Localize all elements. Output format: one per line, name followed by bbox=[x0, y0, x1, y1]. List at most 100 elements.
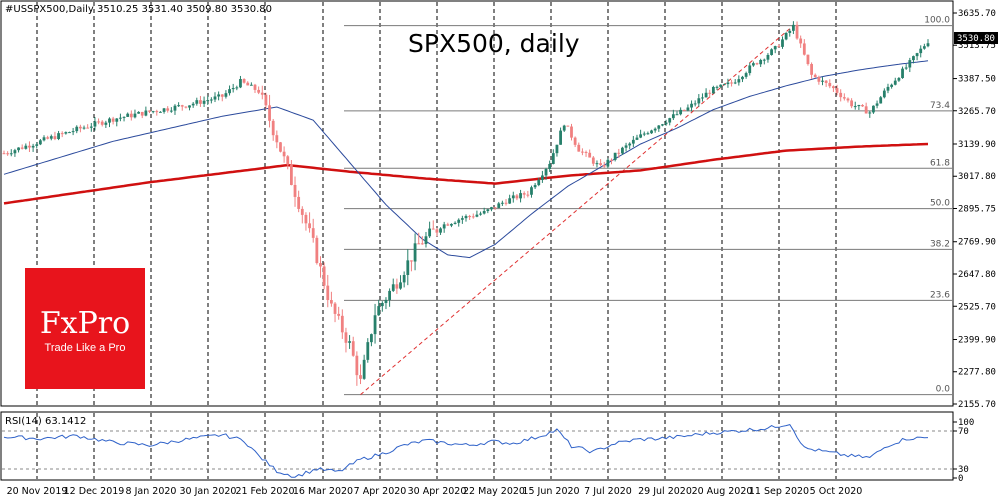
candle-body bbox=[730, 82, 733, 84]
candle-body bbox=[777, 46, 781, 48]
candle-body bbox=[497, 203, 501, 208]
candle-body bbox=[304, 214, 308, 224]
y-tick-label: 3265.70 bbox=[958, 107, 996, 117]
candle-body bbox=[901, 68, 904, 79]
rsi-polyline bbox=[3, 424, 929, 478]
candle-body bbox=[308, 223, 311, 229]
candle-body bbox=[882, 90, 886, 98]
candle-body bbox=[111, 118, 115, 122]
ma200-polyline bbox=[3, 142, 929, 205]
x-tick-label: 12 Dec 2019 bbox=[64, 486, 125, 497]
candle-body bbox=[817, 77, 821, 82]
candle-body bbox=[217, 94, 221, 97]
candle-body bbox=[246, 82, 250, 86]
x-tick-label: 22 May 2020 bbox=[463, 486, 525, 497]
x-tick-label: 16 Mar 2020 bbox=[293, 486, 353, 497]
candle-body bbox=[31, 145, 35, 148]
candle-body bbox=[169, 110, 173, 112]
candle-body bbox=[399, 282, 402, 289]
candle-body bbox=[188, 105, 191, 108]
candle-body bbox=[366, 342, 370, 360]
candle-body bbox=[530, 187, 533, 195]
candle-body bbox=[231, 88, 235, 90]
candle-body bbox=[686, 107, 690, 111]
candle-body bbox=[330, 300, 333, 304]
candle-body bbox=[719, 84, 723, 87]
fib-level-label: 73.4 bbox=[930, 101, 950, 111]
candle-body bbox=[690, 103, 693, 108]
candle-body bbox=[24, 145, 28, 149]
candle-body bbox=[388, 290, 392, 300]
candle-body bbox=[64, 132, 68, 134]
rsi-label: RSI(14) 63.1412 bbox=[5, 416, 86, 427]
candle-body bbox=[279, 142, 282, 152]
candle-body bbox=[551, 153, 555, 164]
candle-body bbox=[653, 128, 657, 131]
candle-body bbox=[490, 207, 493, 210]
chart-title: SPX500, daily bbox=[408, 29, 580, 58]
candle-body bbox=[584, 151, 588, 153]
candle-body bbox=[340, 315, 344, 333]
y-tick-label: 2277.80 bbox=[958, 368, 996, 378]
candle-body bbox=[60, 133, 64, 135]
candle-body bbox=[235, 87, 239, 89]
candle-body bbox=[348, 341, 351, 343]
candle-body bbox=[75, 126, 79, 132]
candle-body bbox=[795, 24, 799, 39]
candle-body bbox=[486, 209, 490, 212]
candle-body bbox=[577, 144, 581, 152]
candle-body bbox=[115, 118, 119, 122]
candle-body bbox=[417, 243, 421, 245]
candle-body bbox=[875, 103, 879, 106]
candle-body bbox=[566, 125, 570, 127]
candle-body bbox=[926, 43, 930, 47]
candle-body bbox=[657, 125, 661, 129]
candle-body bbox=[173, 105, 177, 111]
candle-body bbox=[384, 299, 388, 304]
candle-body bbox=[781, 39, 784, 47]
candle-body bbox=[515, 195, 519, 199]
candle-body bbox=[733, 82, 737, 84]
candle-body bbox=[82, 127, 86, 129]
candle-body bbox=[275, 135, 279, 143]
candle-body bbox=[249, 84, 253, 86]
candle-body bbox=[457, 219, 461, 223]
x-tick-label: 29 Jul 2020 bbox=[638, 486, 692, 497]
fib-level-label: 0.0 bbox=[936, 385, 951, 395]
candle-body bbox=[286, 156, 290, 165]
candle-body bbox=[359, 375, 362, 379]
x-tick-label: 15 Jun 2020 bbox=[522, 486, 579, 497]
candle-body bbox=[821, 80, 824, 82]
candle-body bbox=[184, 106, 188, 108]
candle-body bbox=[613, 152, 617, 160]
candle-body bbox=[475, 214, 479, 217]
candle-body bbox=[893, 80, 897, 85]
candle-body bbox=[635, 137, 639, 140]
fibonacci-trend-line bbox=[360, 25, 794, 396]
candle-body bbox=[835, 88, 839, 93]
candle-body bbox=[435, 229, 439, 233]
candle-body bbox=[57, 133, 60, 140]
candle-body bbox=[155, 111, 159, 113]
candle-body bbox=[868, 112, 872, 114]
candle-body bbox=[824, 80, 828, 83]
logo-box bbox=[25, 268, 145, 389]
candle-body bbox=[144, 110, 148, 116]
candle-body bbox=[410, 260, 413, 262]
candle-body bbox=[464, 216, 468, 219]
candle-body bbox=[373, 315, 377, 335]
candle-body bbox=[679, 109, 683, 115]
candle-body bbox=[289, 164, 293, 185]
candle-body bbox=[260, 92, 264, 95]
fib-level-label: 38.2 bbox=[930, 239, 950, 249]
ma200-line bbox=[3, 142, 929, 205]
main-panel[interactable] bbox=[0, 0, 954, 407]
candle-body bbox=[537, 180, 541, 186]
candle-body bbox=[664, 122, 668, 125]
candle-body bbox=[682, 109, 686, 111]
y-tick-label: 3635.70 bbox=[958, 9, 996, 19]
candle-body bbox=[610, 159, 613, 161]
candle-body bbox=[715, 86, 719, 88]
candle-body bbox=[548, 163, 552, 169]
